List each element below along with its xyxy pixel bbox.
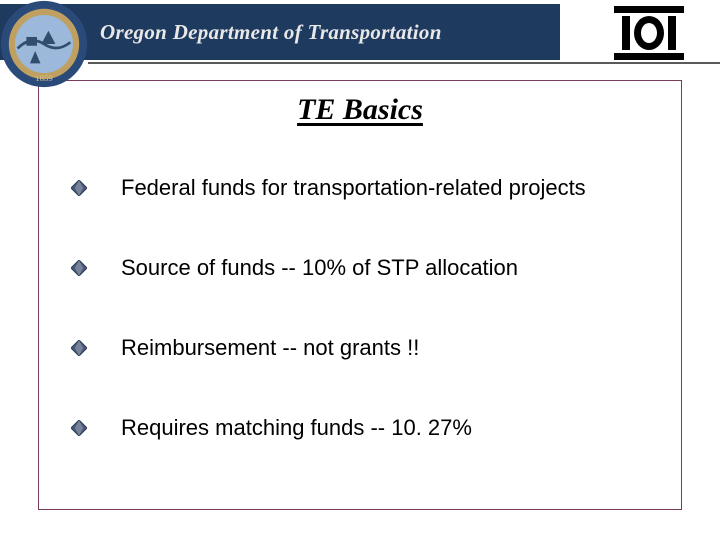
diamond-bullet-icon	[71, 260, 87, 276]
svg-text:1859: 1859	[35, 73, 53, 83]
diamond-bullet-icon	[71, 420, 87, 436]
header-underline	[88, 62, 720, 64]
diamond-bullet-icon	[71, 340, 87, 356]
bullet-list: Federal funds for transportation-related…	[39, 175, 681, 441]
diamond-bullet-icon	[71, 180, 87, 196]
list-item: Source of funds -- 10% of STP allocation	[71, 255, 661, 281]
list-item: Requires matching funds -- 10. 27%	[71, 415, 661, 441]
list-item: Reimbursement -- not grants !!	[71, 335, 661, 361]
list-item: Federal funds for transportation-related…	[71, 175, 661, 201]
slide-title: TE Basics	[39, 93, 681, 127]
bullet-text: Source of funds -- 10% of STP allocation	[121, 255, 518, 281]
odot-logo-icon	[614, 6, 684, 60]
state-seal: 1859	[0, 0, 88, 88]
bullet-text: Reimbursement -- not grants !!	[121, 335, 419, 361]
bullet-text: Federal funds for transportation-related…	[121, 175, 586, 201]
header-title: Oregon Department of Transportation	[100, 20, 442, 45]
content-frame: TE Basics Federal funds for transportati…	[38, 80, 682, 510]
bullet-text: Requires matching funds -- 10. 27%	[121, 415, 472, 441]
